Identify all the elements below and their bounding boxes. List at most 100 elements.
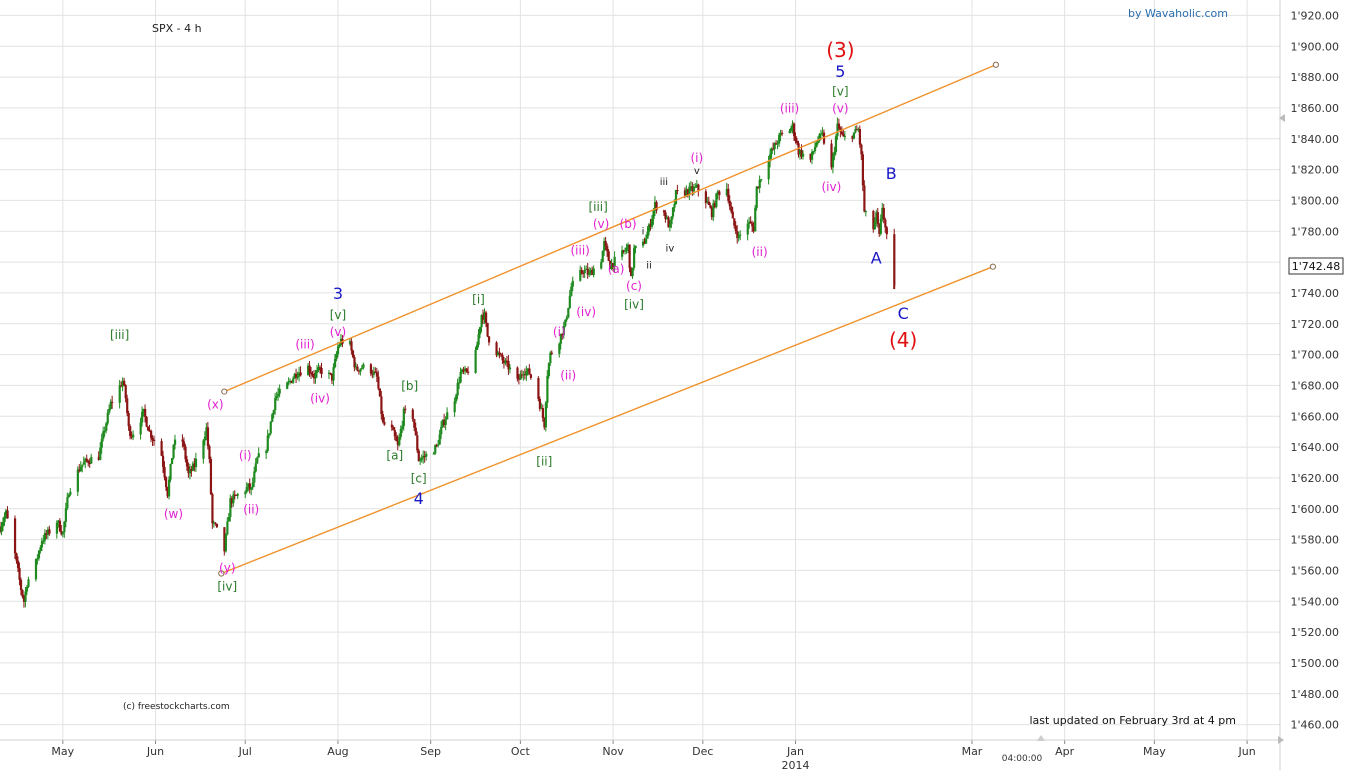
candle-body: [582, 272, 585, 274]
candle-body: [236, 494, 239, 496]
wave-label: A: [871, 249, 882, 268]
y-tick-label: 1'540.00: [1290, 595, 1339, 608]
axis-scroll-up-icon[interactable]: [1037, 735, 1045, 741]
candle-body: [716, 191, 719, 194]
candle-body: [885, 227, 888, 235]
candle-body: [749, 221, 752, 224]
candle-body: [296, 376, 299, 378]
candle-body: [327, 372, 331, 375]
candle-body: [757, 186, 760, 188]
credit-text[interactable]: by Wavaholic.com: [1128, 7, 1228, 20]
y-tick-label: 1'820.00: [1290, 164, 1339, 177]
candle-body: [769, 154, 772, 162]
candle-body: [132, 434, 135, 438]
candle-body: [788, 130, 791, 134]
candle-body: [212, 522, 216, 524]
candle-body: [248, 483, 251, 490]
candle-body: [64, 508, 67, 522]
trend-channel[interactable]: [218, 61, 999, 577]
candle-body: [589, 270, 592, 273]
y-tick-label: 1'680.00: [1290, 379, 1339, 392]
candle-body: [45, 533, 48, 535]
channel-anchor[interactable]: [221, 388, 228, 395]
candle-body: [715, 193, 718, 208]
wave-label: [v]: [832, 85, 848, 99]
candle-body: [161, 455, 165, 467]
candle-body: [311, 373, 314, 376]
candle-body: [24, 591, 27, 602]
candle-body: [36, 558, 39, 560]
candle-body: [508, 367, 512, 370]
candle-body: [357, 370, 361, 372]
candle-body: [88, 463, 91, 465]
candle-body: [164, 477, 168, 488]
axis-scroll-right-icon[interactable]: [1278, 736, 1284, 744]
channel-line[interactable]: [224, 64, 997, 393]
channel-anchor[interactable]: [218, 570, 225, 577]
candle-body: [752, 226, 755, 232]
candle-body: [307, 365, 310, 376]
candle-body: [812, 151, 815, 153]
channel-line[interactable]: [221, 266, 994, 575]
updated-text: last updated on February 3rd at 4 pm: [1029, 714, 1236, 727]
candle-body: [97, 456, 100, 460]
candle-body: [286, 382, 289, 389]
candle-body: [4, 510, 8, 517]
candle-body: [124, 385, 127, 399]
wave-label: B: [886, 164, 897, 183]
candle-body: [634, 245, 637, 249]
candle-body: [81, 464, 84, 467]
wave-label: (v): [832, 102, 848, 116]
time-badge-value: 04:00:00: [1002, 754, 1043, 764]
wave-label: [b]: [401, 379, 418, 393]
channel-anchor[interactable]: [992, 61, 999, 68]
candle-body: [99, 447, 102, 460]
candle-body: [790, 128, 793, 131]
candle-body: [643, 241, 646, 244]
candle-body: [126, 398, 129, 413]
candle-body: [79, 466, 82, 472]
candle-body: [799, 149, 802, 155]
candle-body: [801, 153, 805, 157]
candle-body: [396, 441, 399, 446]
channel-anchor[interactable]: [989, 263, 996, 270]
wave-label: (x): [207, 398, 223, 412]
candle-body: [268, 433, 271, 436]
candle-body: [649, 224, 652, 227]
candle-body: [275, 396, 278, 399]
candle-body: [884, 219, 887, 228]
candle-body: [151, 437, 154, 440]
y-tick-label: 1'720.00: [1290, 318, 1339, 331]
x-tick-label: Jun: [1238, 745, 1256, 758]
candle-body: [710, 207, 713, 218]
candle-body: [298, 372, 301, 377]
candle-body: [371, 373, 374, 375]
candle-body: [725, 188, 728, 196]
candle-body: [227, 516, 230, 522]
wave-label: (i): [553, 325, 566, 339]
y-tick-label: 1'620.00: [1290, 472, 1339, 485]
candle-body: [793, 123, 796, 137]
candle-body: [414, 427, 417, 436]
candle-body: [170, 458, 174, 465]
y-tick-label: 1'780.00: [1290, 225, 1339, 238]
candle-body: [383, 421, 386, 425]
candle-body: [851, 136, 854, 139]
y-tick-label: 1'480.00: [1290, 688, 1339, 701]
candle-body: [479, 327, 482, 335]
candle-body: [809, 153, 812, 160]
candle-body: [855, 129, 859, 131]
wave-label: iv: [666, 243, 675, 254]
axis-scroll-left-icon[interactable]: [1279, 114, 1285, 122]
candle-body: [441, 419, 444, 427]
candle-body: [864, 211, 867, 213]
candle-body: [612, 263, 615, 268]
candle-body: [290, 380, 293, 383]
candle-body: [85, 458, 88, 461]
candle-body: [601, 251, 604, 263]
price-axis[interactable]: 1'460.00 1'480.00 1'500.00 1'520.00 1'540.00…: [1279, 0, 1339, 770]
candle-body: [404, 408, 407, 410]
wave-label: [v]: [330, 308, 346, 322]
